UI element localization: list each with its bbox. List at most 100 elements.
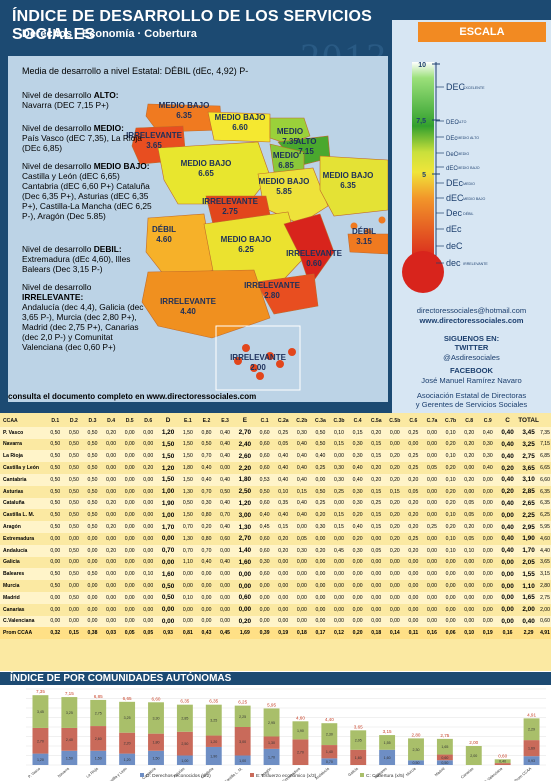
table-average-cell: 1,69 [234, 627, 256, 640]
bar-segment[interactable] [408, 760, 424, 765]
table-cell: 0,00 [138, 497, 158, 510]
bar-segment[interactable] [32, 695, 49, 728]
bar-segment[interactable] [61, 750, 78, 765]
bar-segment[interactable] [350, 730, 367, 750]
bar-segment[interactable] [234, 727, 251, 756]
map-label-name: MEDIO BAJO [181, 159, 232, 168]
bar-segment[interactable] [234, 705, 251, 727]
bar-segment[interactable] [523, 718, 540, 741]
table-cell: 0,00 [482, 488, 493, 495]
bar-segment[interactable] [90, 726, 107, 751]
map-panel: MEDIO BAJO 6.35 MEDIO BAJO 6.60 IRRELEVANTE 3… [8, 56, 388, 402]
bar-segment[interactable] [176, 704, 193, 732]
bar-segment[interactable] [436, 738, 453, 755]
bar-segment[interactable] [379, 735, 396, 750]
table-cell: 0,00 [422, 450, 442, 463]
bar-segment[interactable] [523, 740, 540, 757]
document-link[interactable]: consulta el documento completo en www.di… [8, 392, 257, 401]
level-description: País Vasco (dEC 7,35), La Rioja (DEc 6,8… [22, 133, 142, 153]
bar-segment[interactable] [61, 697, 78, 728]
map-region[interactable] [283, 213, 335, 287]
table-row: Cataluña 0,50 0,50 0,50 0,20 0,00 0,00 1,90 0,50… [0, 497, 551, 510]
table-cell: 0,00 [427, 583, 437, 590]
map-region[interactable] [157, 141, 271, 205]
facebook-name[interactable]: José Manuel Ramírez Navaro [421, 376, 522, 385]
table-cell: 0,05 [464, 535, 475, 542]
bar-segment[interactable] [494, 759, 511, 764]
map-region[interactable] [347, 233, 388, 255]
bar-segment[interactable] [148, 733, 164, 751]
bar-segment[interactable] [436, 754, 453, 761]
bar-segment[interactable] [436, 760, 453, 765]
level-name: DEBIL: [93, 244, 122, 254]
bar-segment[interactable] [263, 748, 280, 765]
bar-segment[interactable] [119, 753, 136, 765]
bar-segment[interactable] [263, 736, 280, 749]
table-cell: 0,20 [459, 473, 479, 486]
table-cell: 0,30 [197, 497, 216, 510]
bar-segment[interactable] [494, 763, 511, 765]
table-cell: 0,40 [497, 521, 519, 533]
bar-segment[interactable] [61, 727, 78, 751]
table-cell: 0,25 [422, 521, 442, 533]
bar-segment[interactable] [148, 702, 164, 734]
map-label-name: IRRELEVANTE [160, 297, 217, 306]
table-cell: 0,00 [501, 606, 514, 614]
table-cell: 0,00 [371, 559, 382, 566]
bar-segment[interactable] [234, 755, 251, 766]
contact-email[interactable]: directoressociales@hotmail.com [416, 306, 527, 315]
map-label-value: 3.65 [146, 141, 162, 150]
table-cell: 0,50 [83, 473, 102, 486]
twitter-handle[interactable]: @Asdiresociales [443, 353, 500, 362]
map-region[interactable] [145, 103, 223, 133]
table-cell: 0,30 [348, 544, 367, 557]
bar-segment[interactable] [119, 732, 136, 754]
bar-segment[interactable] [292, 721, 309, 740]
bar-segment[interactable] [408, 738, 424, 761]
bar-segment[interactable] [176, 731, 193, 756]
bar-segment[interactable] [379, 749, 396, 765]
table-cell: 3,00 [238, 511, 252, 519]
bar-segment[interactable] [350, 749, 367, 765]
bar-segment[interactable] [321, 723, 338, 746]
bar-segment[interactable] [465, 746, 482, 765]
map-region[interactable] [255, 273, 319, 315]
bar-segment[interactable] [263, 708, 280, 737]
table-cell: 0,00 [482, 512, 493, 519]
bar-segment[interactable] [321, 758, 338, 765]
table-average-cell: 0,06 [441, 627, 460, 640]
bar-segment[interactable] [119, 701, 136, 733]
bar-segment[interactable] [148, 750, 164, 765]
bar-segment[interactable] [205, 746, 222, 765]
bar-segment-label: 1,70 [268, 755, 275, 759]
bar-total-label: 6,60 [152, 696, 161, 701]
table-cell: 0,00 [87, 535, 98, 542]
x-tick-label: Aragón [260, 767, 272, 778]
map-region[interactable] [319, 155, 388, 217]
scale-level-tag: MEDIO [463, 182, 475, 186]
bar-segment[interactable] [292, 739, 309, 765]
table-cell: 0,20 [385, 450, 405, 463]
bar-segment[interactable] [90, 750, 107, 765]
bar-segment[interactable] [321, 745, 338, 759]
table-header-cell: C.7a [426, 417, 438, 424]
table-cell: 0,15 [329, 521, 349, 533]
bar-segment[interactable] [32, 727, 49, 754]
table-cell: 0,00 [178, 615, 198, 628]
bar-segment-label: 2,30 [413, 748, 420, 752]
bar-segment[interactable] [205, 704, 222, 736]
table-cell: 6,65 [540, 465, 550, 472]
table-cell: 0,70 [178, 521, 198, 533]
bar-segment[interactable] [205, 735, 222, 747]
map-region[interactable] [141, 269, 271, 339]
bar-segment[interactable] [176, 755, 193, 766]
contact-web[interactable]: www.directoressociales.com [419, 316, 524, 325]
bar-segment-label: 3,25 [210, 719, 217, 723]
bar-segment[interactable] [90, 699, 107, 727]
bar-segment[interactable] [32, 753, 49, 765]
table-cell: 0,15 [389, 488, 400, 495]
table-cell: 1,70 [518, 544, 540, 557]
table-cell: 2,60 [234, 450, 256, 463]
map-region[interactable] [207, 111, 271, 143]
bar-segment[interactable] [523, 756, 540, 765]
